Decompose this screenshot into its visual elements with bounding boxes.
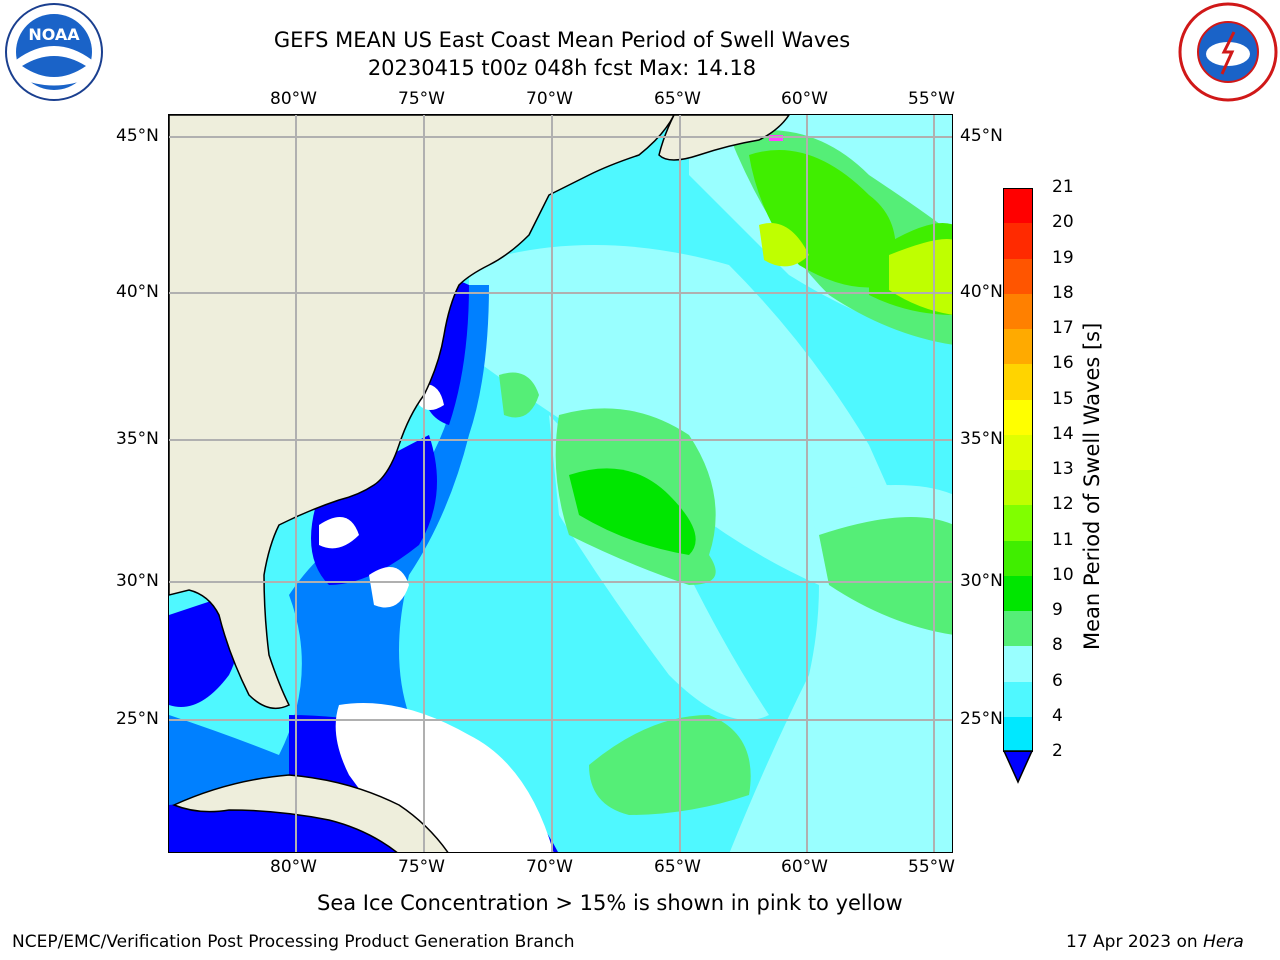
lat-label-left: 40°N (116, 282, 159, 302)
colorbar-segment (1004, 364, 1032, 400)
shallow-area (319, 517, 359, 549)
field-2-4s (169, 801, 319, 852)
colorbar-tick-label: 12 (1052, 494, 1074, 515)
lon-label-top: 65°W (654, 89, 701, 109)
colorbar-tick-label: 11 (1052, 529, 1074, 550)
lon-label-bottom: 80°W (270, 857, 317, 877)
lon-label-top: 80°W (270, 89, 317, 109)
field-10-11s (569, 468, 696, 555)
lat-label-left: 25°N (116, 709, 159, 729)
colorbar-tick-label: 15 (1052, 388, 1074, 409)
colorbar-title: Mean Period of Swell Waves [s] (1080, 322, 1104, 650)
swell-period-map (168, 114, 953, 853)
lon-label-top: 75°W (398, 89, 445, 109)
lon-label-bottom: 70°W (526, 857, 573, 877)
colorbar-tick-label: 2 (1052, 741, 1063, 761)
field-10-11s (749, 150, 896, 288)
colorbar-tick-label: 9 (1052, 600, 1063, 620)
colorbar-tick-label: 6 (1052, 670, 1063, 691)
graticule (169, 115, 952, 852)
colorbar-segment (1004, 399, 1032, 435)
field-9-10s (589, 715, 751, 815)
lon-label-top: 55°W (908, 89, 955, 109)
field-9-10s (819, 517, 952, 635)
colorbar-segment (1004, 188, 1032, 224)
field-12-14s (889, 239, 952, 315)
field-12-14s (759, 223, 809, 267)
colorbar-tick-label: 17 (1052, 318, 1074, 338)
colorbar-segment (1004, 470, 1032, 506)
noaa-logo-text: NOAA (28, 25, 80, 44)
cuba-land (172, 774, 449, 852)
colorbar-segment (1004, 646, 1032, 682)
lon-label-top: 70°W (526, 89, 573, 109)
colorbar-tick-label: 10 (1052, 564, 1074, 585)
colorbar-frame (1003, 188, 1033, 752)
colorbar-tick-label: 18 (1052, 282, 1074, 303)
lat-label-right: 30°N (960, 571, 1003, 591)
chart-subtitle: 20230415 t00z 048h fcst Max: 14.18 (367, 56, 757, 80)
shallow-area (369, 567, 409, 608)
colorbar-segment (1004, 540, 1032, 576)
colorbar-segment (1004, 505, 1032, 541)
colorbar-segment (1004, 293, 1032, 329)
field-2-4s (311, 435, 437, 585)
lat-label-left: 45°N (116, 126, 159, 146)
lat-label-left: 35°N (116, 429, 159, 449)
colorbar-segment (1004, 258, 1032, 294)
colorbar-segment (1004, 329, 1032, 365)
colorbar-tick-label: 21 (1052, 177, 1074, 197)
field-9-10s (499, 372, 539, 418)
colorbar-segment (1004, 434, 1032, 470)
chart-title: GEFS MEAN US East Coast Mean Period of S… (273, 28, 851, 52)
colorbar-tick-label: 20 (1052, 212, 1074, 233)
colorbar-segment (1004, 716, 1032, 752)
colorbar-extend-arrow (1002, 750, 1034, 788)
colorbar-segment (1004, 681, 1032, 717)
colorbar-tick-label: 16 (1052, 353, 1074, 374)
lon-label-top: 60°W (781, 89, 828, 109)
noaa-logo: NOAA (4, 2, 104, 102)
footer-right: 17 Apr 2023 on Hera (1066, 932, 1244, 952)
lat-label-right: 35°N (960, 429, 1003, 449)
colorbar-tick-label: 4 (1052, 705, 1063, 726)
footer-host: Hera (1203, 932, 1244, 952)
lat-label-left: 30°N (116, 571, 159, 591)
colorbar-tick-label: 8 (1052, 635, 1063, 656)
lon-label-bottom: 60°W (781, 857, 828, 877)
colorbar-tick-label: 14 (1052, 423, 1074, 444)
lon-label-bottom: 75°W (398, 857, 445, 877)
footer-date: 17 Apr 2023 on (1066, 932, 1204, 952)
colorbar-segment (1004, 575, 1032, 611)
lat-label-right: 40°N (960, 282, 1003, 302)
lat-label-right: 25°N (960, 709, 1003, 729)
lat-label-right: 45°N (960, 126, 1003, 146)
colorbar-segment (1004, 611, 1032, 647)
sea-ice-note: Sea Ice Concentration > 15% is shown in … (317, 891, 903, 915)
colorbar-segment (1004, 223, 1032, 259)
field-8-9s (469, 245, 909, 585)
colorbar-tick-label: 13 (1052, 459, 1074, 479)
lon-label-bottom: 65°W (654, 857, 701, 877)
footer-left: NCEP/EMC/Verification Post Processing Pr… (12, 932, 575, 952)
nws-logo (1178, 2, 1278, 102)
lon-label-bottom: 55°W (908, 857, 955, 877)
colorbar-tick-label: 19 (1052, 247, 1074, 268)
